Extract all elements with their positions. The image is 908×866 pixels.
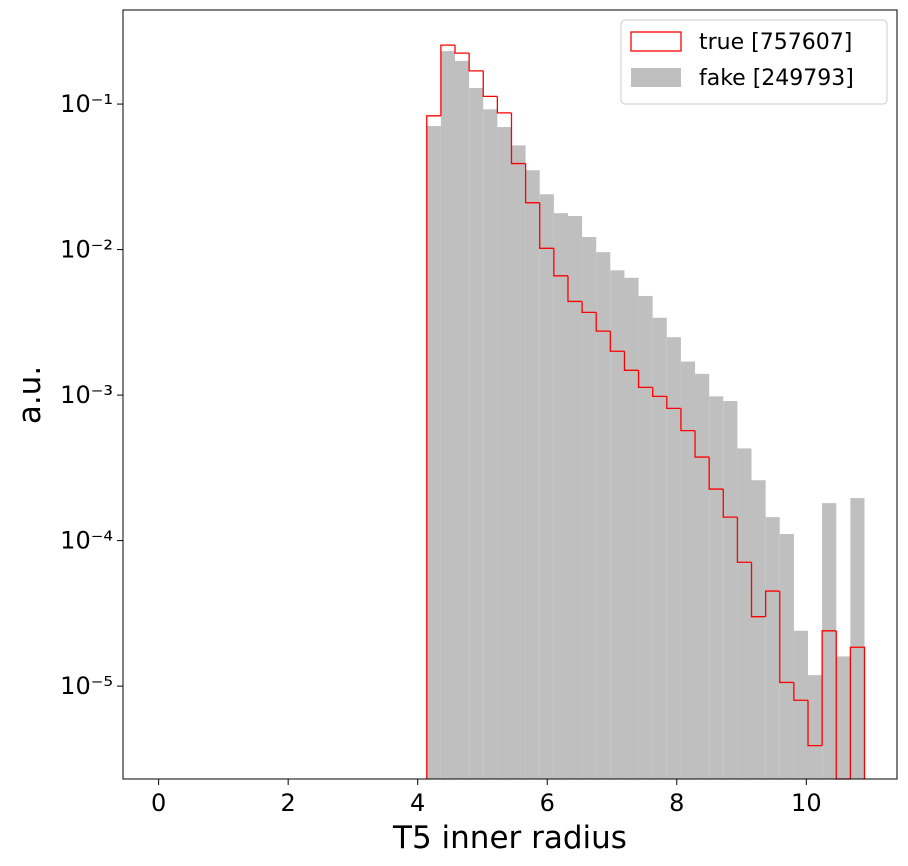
hist-step [722, 489, 738, 518]
hist-bar [567, 216, 583, 779]
y-axis-label: a.u. [12, 366, 48, 424]
hist-bar [525, 170, 540, 780]
hist-bar [483, 109, 498, 779]
hist-bar [539, 194, 554, 779]
x-tick-label: 4 [410, 789, 425, 817]
y-tick-label: 10⁻³ [60, 381, 113, 409]
legend-label: true [757607] [699, 30, 852, 55]
hist-step [454, 45, 470, 54]
x-tick-label: 8 [669, 789, 684, 817]
hist-step [595, 312, 611, 332]
hist-step [849, 646, 866, 779]
legend-swatch [631, 68, 681, 87]
hist-step [793, 682, 809, 701]
hist-bar [737, 448, 752, 779]
hist-bar [426, 126, 441, 779]
hist-step [680, 408, 696, 432]
hist-step [468, 53, 484, 72]
hist-step [821, 630, 837, 746]
hist-bar [666, 337, 681, 779]
plot-frame [122, 9, 898, 780]
hist-step [567, 275, 583, 303]
hist-step [553, 248, 568, 277]
hist-bar [440, 51, 456, 780]
hist-bar [680, 361, 696, 779]
hist-step [807, 700, 823, 747]
legend-frame [620, 19, 888, 105]
x-tick-label: 6 [540, 789, 555, 817]
hist-step [694, 430, 710, 458]
hist-bar [723, 401, 738, 779]
hist-step [496, 96, 512, 114]
hist-bar [596, 252, 611, 779]
hist-step [779, 591, 794, 684]
hist-step [426, 115, 441, 779]
hist-bar [793, 630, 809, 779]
hist-bar [751, 480, 766, 779]
hist-bar [582, 237, 597, 780]
hist-step [637, 370, 653, 389]
hist-bar [822, 503, 837, 779]
hist-step [609, 331, 625, 352]
hist-bar [553, 213, 568, 780]
hist-bar [624, 277, 639, 779]
hist-bar [638, 295, 653, 779]
hist-bar [836, 656, 851, 779]
y-tick-label: 10⁻⁵ [60, 672, 113, 700]
hist-bar [850, 498, 865, 779]
hist-step [764, 590, 780, 617]
hist-step [440, 44, 456, 116]
hist-bar [765, 517, 780, 779]
hist-bar [709, 396, 724, 779]
hist-step [750, 562, 766, 618]
hist-step [539, 202, 554, 249]
hist-bar [511, 145, 526, 780]
x-tick-label: 10 [791, 789, 822, 817]
hist-step [623, 351, 639, 371]
y-tick-label: 10⁻⁴ [60, 527, 113, 555]
x-axis-label: T5 inner radius [392, 820, 627, 856]
hist-step [482, 70, 498, 97]
hist-bar [497, 127, 512, 780]
hist-step [524, 163, 540, 204]
hist-step [666, 396, 681, 410]
y-tick-label: 10⁻¹ [60, 90, 113, 118]
y-tick-label: 10⁻² [60, 236, 113, 264]
x-tick-label: 2 [281, 789, 296, 817]
hist-step [581, 301, 597, 314]
hist-bar [610, 270, 625, 779]
legend-swatch [630, 31, 682, 52]
hist-step [510, 112, 526, 165]
hist-bar [808, 675, 823, 779]
hist-step [708, 457, 724, 490]
x-tick-label: 0 [151, 789, 166, 817]
hist-bar [779, 534, 794, 779]
legend-label: fake [249793] [699, 66, 854, 91]
hist-bar [455, 60, 470, 780]
hist-bar [469, 87, 484, 780]
hist-bar [695, 373, 710, 779]
hist-bar [652, 317, 667, 779]
hist-step [652, 387, 667, 398]
hist-step [736, 517, 752, 563]
